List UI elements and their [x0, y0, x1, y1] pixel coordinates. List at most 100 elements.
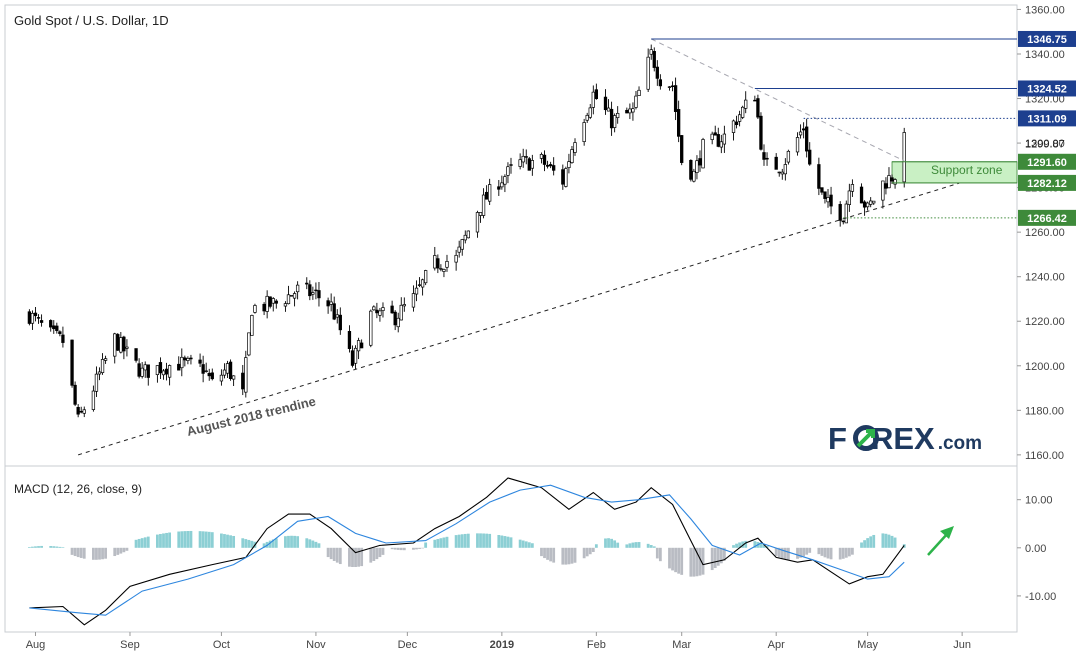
macd-histogram-bar	[655, 547, 659, 559]
candle-body	[500, 182, 504, 188]
candle-body	[433, 255, 437, 269]
candle-body	[609, 108, 614, 129]
macd-histogram-bar	[466, 533, 470, 548]
candle-body	[274, 300, 278, 304]
candle-body	[167, 365, 172, 378]
macd-histogram-bar	[689, 547, 693, 577]
macd-histogram-bar	[890, 535, 894, 548]
macd-histogram-bar	[649, 545, 653, 548]
forex-logo: F REX .com	[828, 421, 982, 456]
candle-body	[625, 109, 629, 114]
candle-body	[801, 128, 806, 131]
price-axis-label: 1160.00	[1025, 450, 1064, 462]
candle-body	[680, 135, 684, 163]
candle-body	[116, 334, 120, 351]
macd-histogram-bar	[143, 537, 147, 548]
macd-histogram-bar	[393, 547, 397, 550]
candle-body	[122, 336, 126, 352]
candle-body	[582, 122, 586, 142]
candle-body	[338, 314, 342, 331]
time-axis-label: Oct	[213, 639, 230, 651]
macd-histogram-bar	[241, 538, 245, 548]
time-axis-label: Jun	[953, 639, 971, 651]
candle-body	[396, 317, 400, 328]
macd-histogram-bar	[668, 547, 671, 569]
price-tag-text: 1346.75	[1027, 34, 1067, 46]
candle-body	[454, 254, 458, 263]
candle-body	[143, 364, 147, 371]
macd-histogram-bar	[381, 547, 385, 555]
candle-body	[146, 364, 150, 378]
candle-body	[484, 191, 489, 200]
candle-body	[268, 296, 272, 307]
macd-histogram-bar	[524, 541, 528, 548]
macd-histogram-bar	[351, 547, 354, 568]
macd-pane[interactable]	[4, 465, 1018, 633]
candle-body	[524, 156, 528, 158]
candle-body	[247, 332, 251, 356]
candle-body	[420, 279, 425, 288]
macd-histogram-bar	[765, 546, 769, 548]
candle-body	[359, 342, 364, 349]
macd-histogram-bar	[585, 547, 589, 557]
candle-body	[588, 107, 592, 118]
time-axis-label: 2019	[490, 639, 514, 651]
candle-body	[841, 220, 845, 223]
macd-histogram-bar	[805, 547, 809, 555]
macd-histogram-bar	[777, 547, 781, 558]
macd-histogram-bar	[399, 547, 403, 551]
macd-histogram-bar	[802, 547, 806, 557]
candle-body	[902, 132, 906, 183]
candle-body	[402, 304, 406, 307]
candle-body	[353, 347, 358, 364]
price-tag-text: 1324.52	[1027, 83, 1067, 95]
macd-histogram-bar	[546, 547, 549, 560]
macd-histogram-bar	[799, 547, 802, 558]
macd-histogram-bar	[671, 547, 674, 571]
macd-histogram-bar	[497, 535, 501, 548]
macd-histogram-bar	[445, 536, 449, 548]
macd-histogram-bar	[70, 547, 74, 555]
candle-body	[701, 139, 705, 169]
candle-body	[518, 159, 522, 167]
candle-body	[94, 373, 99, 392]
macd-histogram-bar	[732, 545, 735, 548]
macd-histogram-bar	[314, 541, 318, 548]
support-zone-label: Support zone	[931, 163, 1003, 177]
macd-histogram-bar	[354, 547, 357, 568]
candle-body	[890, 177, 894, 182]
macd-histogram-bar	[415, 547, 418, 550]
macd-histogram-bar	[82, 547, 86, 559]
macd-histogram-bar	[27, 547, 31, 548]
price-tag-text: 1266.42	[1027, 213, 1067, 225]
candle-body	[561, 169, 565, 185]
macd-histogram-bar	[101, 547, 104, 560]
time-axis-label: Dec	[398, 639, 418, 651]
candle-body	[606, 107, 611, 112]
macd-histogram-bar	[402, 547, 406, 551]
macd-histogram-bar	[76, 547, 80, 558]
candles-layer	[27, 44, 906, 418]
candle-body	[308, 284, 312, 297]
candle-body	[204, 370, 208, 372]
candle-body	[817, 164, 821, 189]
macd-histogram-bar	[674, 547, 678, 573]
macd-histogram-bar	[710, 547, 714, 571]
macd-histogram-bar	[116, 547, 120, 555]
macd-lines-layer	[29, 477, 905, 626]
candle-body	[850, 184, 855, 192]
macd-histogram-bar	[58, 546, 62, 548]
candle-body	[631, 108, 635, 113]
macd-histogram-bar	[293, 535, 296, 548]
price-pane[interactable]	[4, 4, 1018, 467]
candle-body	[798, 131, 803, 136]
macd-histogram-bar	[476, 533, 479, 548]
macd-histogram-bar	[561, 547, 565, 565]
macd-histogram-bar	[146, 536, 150, 548]
macd-histogram-bar	[134, 539, 138, 548]
macd-histogram-bar	[652, 546, 656, 548]
candle-body	[820, 187, 824, 193]
candle-body	[183, 357, 187, 361]
logo-letters-rex: REX	[871, 421, 935, 456]
